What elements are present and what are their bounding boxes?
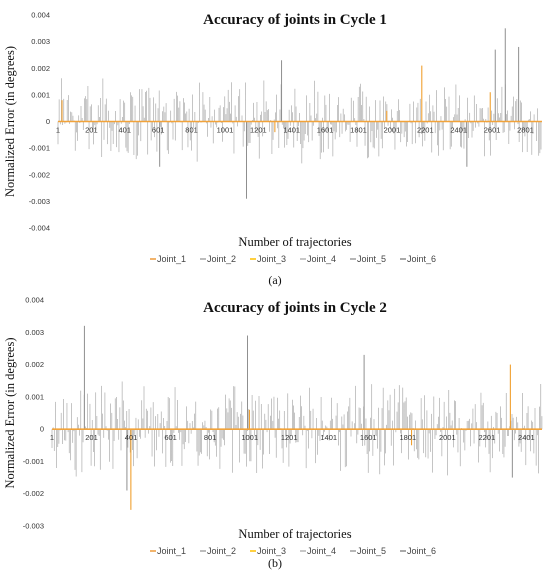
x-axis-title: Number of trajectories	[238, 235, 351, 249]
x-tick-label: 2001	[439, 433, 456, 442]
legend-label: Joint_1	[157, 254, 186, 264]
y-tick-label: -0.003	[29, 197, 50, 206]
x-tick-label: 601	[152, 126, 165, 135]
x-tick-label: 1201	[250, 126, 267, 135]
x-tick-label: 401	[119, 126, 132, 135]
y-tick-label: -0.001	[23, 457, 44, 466]
x-tick-label: 2601	[484, 126, 501, 135]
x-tick-label: 1	[56, 126, 60, 135]
x-tick-label: 1601	[360, 433, 377, 442]
legend-label: Joint_6	[407, 546, 436, 556]
y-tick-label: 0	[40, 425, 44, 434]
legend-label: Joint_2	[207, 546, 236, 556]
x-tick-label: 801	[204, 433, 217, 442]
y-axis-title: Normalized Error (in degrees)	[3, 46, 17, 197]
chart-title: Accuracy of joints in Cycle 2	[203, 300, 387, 316]
y-tick-label: 0.002	[25, 360, 44, 369]
x-tick-label: 1001	[217, 126, 234, 135]
x-tick-label: 201	[85, 433, 98, 442]
chart-cycle-2: (b) Accuracy of joints in Cycle 2 Normali…	[3, 296, 543, 570]
legend-label: Joint_4	[307, 546, 336, 556]
y-tick-label: 0.001	[25, 392, 44, 401]
x-tick-label: 2801	[517, 126, 534, 135]
y-axis-title: Normalized Error (in degrees)	[3, 338, 17, 489]
legend-label: Joint_6	[407, 254, 436, 264]
x-tick-label: 1	[50, 433, 54, 442]
y-tick-label: -0.004	[29, 224, 50, 233]
x-axis-title: Number of trajectories	[238, 527, 351, 541]
legend-label: Joint_3	[257, 254, 286, 264]
x-tick-label: 1801	[350, 126, 367, 135]
legend-label: Joint_2	[207, 254, 236, 264]
x-tick-label: 601	[164, 433, 177, 442]
legend-label: Joint_1	[157, 546, 186, 556]
legend-label: Joint_5	[357, 546, 386, 556]
x-tick-label: 201	[85, 126, 98, 135]
chart-caption-b: (b)	[268, 556, 282, 570]
chart-title: Accuracy of joints in Cycle 1	[203, 12, 387, 28]
y-tick-label: 0.004	[31, 11, 50, 20]
y-tick-label: -0.002	[23, 489, 44, 498]
y-tick-label: 0.001	[31, 90, 50, 99]
legend-label: Joint_4	[307, 254, 336, 264]
legend-label: Joint_5	[357, 254, 386, 264]
x-tick-label: 2401	[450, 126, 467, 135]
y-tick-label: -0.002	[29, 170, 50, 179]
y-tick-label: -0.001	[29, 144, 50, 153]
x-tick-label: 1001	[241, 433, 258, 442]
y-tick-label: 0.003	[25, 328, 44, 337]
x-tick-label: 1401	[283, 126, 300, 135]
series-noise-band	[51, 381, 543, 477]
x-tick-label: 2401	[518, 433, 535, 442]
y-tick-label: 0.004	[25, 296, 44, 305]
x-tick-label: 2201	[417, 126, 434, 135]
legend-label: Joint_3	[257, 546, 286, 556]
x-tick-label: 1601	[317, 126, 334, 135]
x-tick-label: 1401	[320, 433, 337, 442]
x-tick-label: 2001	[384, 126, 401, 135]
x-tick-label: 2201	[479, 433, 496, 442]
x-tick-label: 1201	[281, 433, 298, 442]
chart-cycle-1: (a) Accuracy of joints in Cycle 1 Normali…	[3, 11, 542, 287]
y-tick-label: 0.003	[31, 37, 50, 46]
y-tick-label: 0	[46, 117, 50, 126]
series-noise-band	[57, 78, 542, 164]
chart-caption-a: (a)	[268, 273, 281, 287]
x-tick-label: 1801	[399, 433, 416, 442]
x-tick-label: 801	[185, 126, 198, 135]
y-tick-label: -0.003	[23, 522, 44, 531]
x-tick-label: 401	[125, 433, 138, 442]
y-tick-label: 0.002	[31, 64, 50, 73]
